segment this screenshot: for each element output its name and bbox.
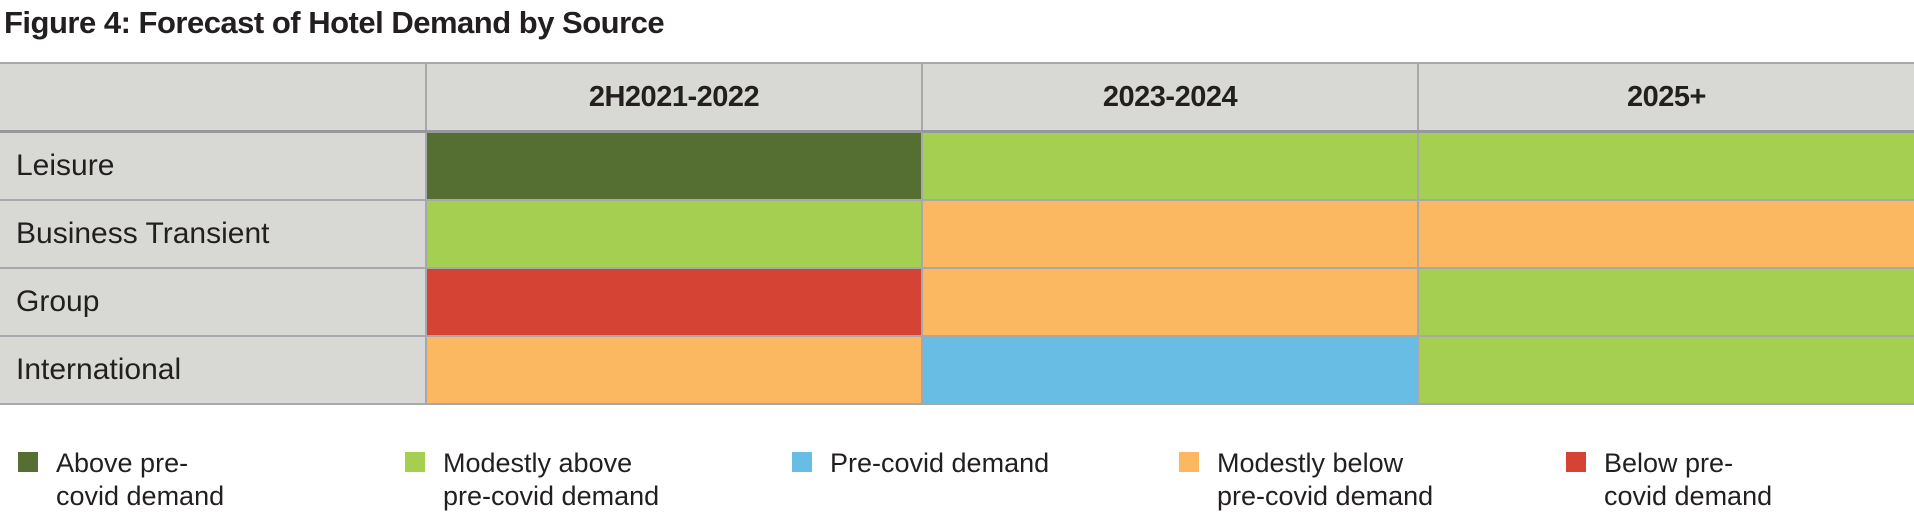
header-period-3: 2025+	[1417, 62, 1914, 133]
legend-swatch-icon	[792, 452, 812, 472]
legend-swatch-icon	[1566, 452, 1586, 472]
row-label-leisure: Leisure	[0, 130, 427, 201]
demand-cell	[921, 267, 1419, 337]
legend-label: Modestly above pre-covid demand	[443, 448, 660, 511]
row-label-business-transient: Business Transient	[0, 199, 427, 269]
demand-cell	[1417, 267, 1914, 337]
demand-cell	[1417, 199, 1914, 269]
header-period-1: 2H2021-2022	[425, 62, 923, 133]
legend-label: Pre-covid demand	[830, 448, 1050, 478]
legend: Above pre- covid demand Modestly above p…	[0, 447, 1914, 513]
table-row: Leisure	[0, 130, 1914, 201]
legend-item-above-pre-covid: Above pre- covid demand	[18, 447, 405, 513]
table-header-row: 2H2021-2022 2023-2024 2025+	[0, 62, 1914, 133]
legend-label: Above pre- covid demand	[56, 448, 225, 511]
legend-item-pre-covid: Pre-covid demand	[792, 447, 1179, 513]
header-empty-cell	[0, 62, 427, 133]
legend-swatch-icon	[1179, 452, 1199, 472]
legend-label: Modestly below pre-covid demand	[1217, 448, 1434, 511]
header-period-2: 2023-2024	[921, 62, 1419, 133]
table-row: International	[0, 335, 1914, 405]
legend-swatch-icon	[405, 452, 425, 472]
demand-cell	[1417, 130, 1914, 201]
demand-forecast-table: 2H2021-2022 2023-2024 2025+ Leisure Busi…	[0, 62, 1914, 405]
demand-cell	[425, 335, 923, 405]
row-label-group: Group	[0, 267, 427, 337]
table-row: Business Transient	[0, 199, 1914, 269]
demand-cell	[921, 335, 1419, 405]
legend-item-modestly-below: Modestly below pre-covid demand	[1179, 447, 1566, 513]
demand-cell	[921, 130, 1419, 201]
demand-cell	[425, 130, 923, 201]
row-label-international: International	[0, 335, 427, 405]
legend-swatch-icon	[18, 452, 38, 472]
legend-label: Below pre- covid demand	[1604, 448, 1773, 511]
legend-item-below-pre-covid: Below pre- covid demand	[1566, 447, 1772, 513]
demand-cell	[425, 267, 923, 337]
table-row: Group	[0, 267, 1914, 337]
demand-cell	[921, 199, 1419, 269]
figure-title: Figure 4: Forecast of Hotel Demand by So…	[4, 5, 665, 40]
demand-cell	[425, 199, 923, 269]
demand-cell	[1417, 335, 1914, 405]
legend-item-modestly-above: Modestly above pre-covid demand	[405, 447, 792, 513]
